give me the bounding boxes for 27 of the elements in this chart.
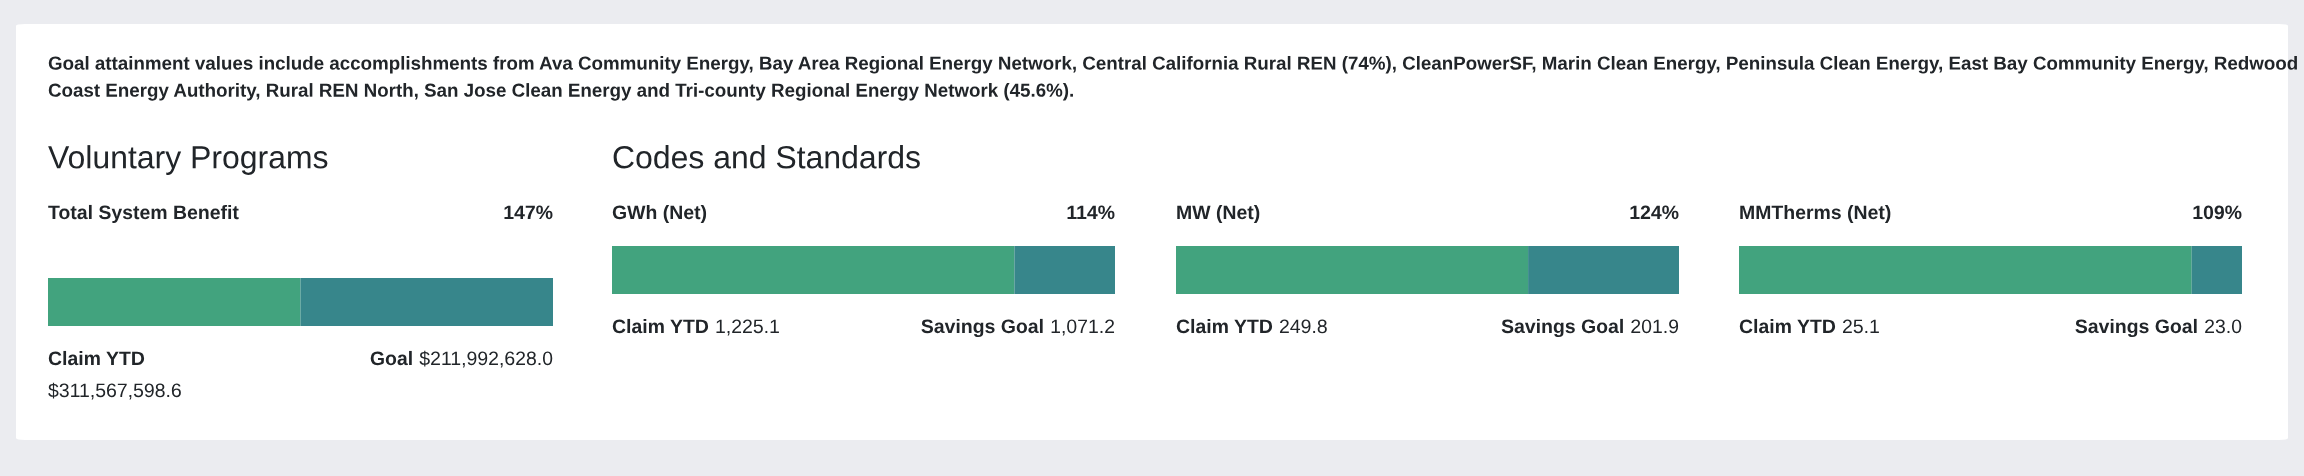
text: Claim YTD — [1739, 318, 1836, 334]
chart-title: GWh (Net) — [612, 204, 707, 224]
chart-subtitle: Codes and Standards — [613, 145, 920, 169]
text: Savings Goal — [2075, 318, 2197, 338]
chart-title: Total System Benefit — [48, 204, 239, 224]
text: Savings Goal — [921, 318, 1043, 338]
chart-subtitle: Voluntary Programs — [48, 145, 328, 175]
text: 114% — [1067, 205, 1115, 220]
text: Savings Goal — [1501, 318, 1623, 338]
text: 201.9 — [1631, 319, 1679, 334]
text: Claim YTD — [612, 318, 709, 334]
text: $311,567,598.6 — [48, 382, 181, 400]
chart-title: MMTherms (Net) — [1740, 204, 1891, 224]
chart-title: MW (Net) — [1177, 204, 1260, 224]
text: Goal — [370, 350, 412, 366]
text: 249.8 — [1279, 319, 1327, 334]
text: 109% — [2193, 205, 2242, 220]
text: 25.1 — [1842, 319, 1879, 334]
text: 23.0 — [2205, 319, 2242, 334]
text: Claim YTD — [1176, 318, 1273, 334]
text: 1,071.2 — [1051, 319, 1115, 336]
text: 147% — [504, 205, 553, 220]
text: 1,225.1 — [716, 319, 779, 336]
text: $211,992,628.0 — [419, 350, 553, 368]
text: Goal attainment values include accomplishments from Ava Community Energy, Bay Area Regional Energy Network, Central California Rural REN (74%), CleanPowerSF, Marin Clean Energy, Peninsula Clean Energy, East Bay Community Energy, Redwood Coast Energy Authority, Rural REN North, San Jose Clean Energy and Tri-county Regional Energy Network (45.6%). — [48, 56, 2297, 101]
text: 124% — [1630, 205, 1679, 220]
text: Claim YTD — [48, 350, 145, 366]
